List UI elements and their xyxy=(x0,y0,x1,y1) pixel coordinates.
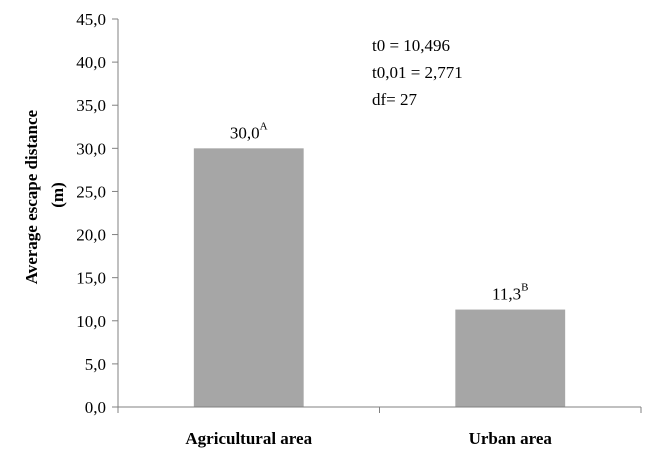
y-tick-label: 35,0 xyxy=(76,96,106,115)
axes xyxy=(117,19,642,413)
annotation-t001: t0,01 = 2,771 xyxy=(372,63,463,82)
data-label: 30,0A xyxy=(230,120,268,142)
y-tick-label: 0,0 xyxy=(85,398,106,417)
y-tick-label: 40,0 xyxy=(76,53,106,72)
annotation-t0: t0 = 10,496 xyxy=(372,36,450,55)
bar xyxy=(193,148,304,408)
y-axis-label-line-1: Average escape distance xyxy=(22,109,41,284)
y-tick-label: 25,0 xyxy=(76,182,106,201)
y-tick-label: 45,0 xyxy=(76,10,106,29)
y-tick-label: 5,0 xyxy=(85,355,106,374)
bars xyxy=(193,148,566,408)
y-tick-label: 20,0 xyxy=(76,226,106,245)
significance-letter: A xyxy=(260,120,268,132)
y-axis-ticks: 0,0 5,0 10,0 15,0 20,0 25,0 30,0 35,0 40,0 45,0 xyxy=(76,10,118,417)
y-tick-label: 10,0 xyxy=(76,312,106,331)
data-label: 11,3B xyxy=(492,282,528,304)
x-category-label: Urban area xyxy=(469,429,553,448)
data-labels: 30,0A 11,3B xyxy=(230,120,529,303)
annotation-df: df= 27 xyxy=(372,90,417,109)
stats-annotation: t0 = 10,496 t0,01 = 2,771 df= 27 xyxy=(372,36,463,109)
x-category-label: Agricultural area xyxy=(185,429,312,448)
significance-letter: B xyxy=(521,282,528,294)
x-axis-categories: Agricultural area Urban area xyxy=(185,429,552,448)
y-tick-label: 15,0 xyxy=(76,269,106,288)
bar xyxy=(455,309,566,407)
y-axis-label: Average escape distance (m) xyxy=(22,106,67,285)
y-tick-label: 30,0 xyxy=(76,139,106,158)
y-axis-label-line-2: (m) xyxy=(48,182,67,207)
